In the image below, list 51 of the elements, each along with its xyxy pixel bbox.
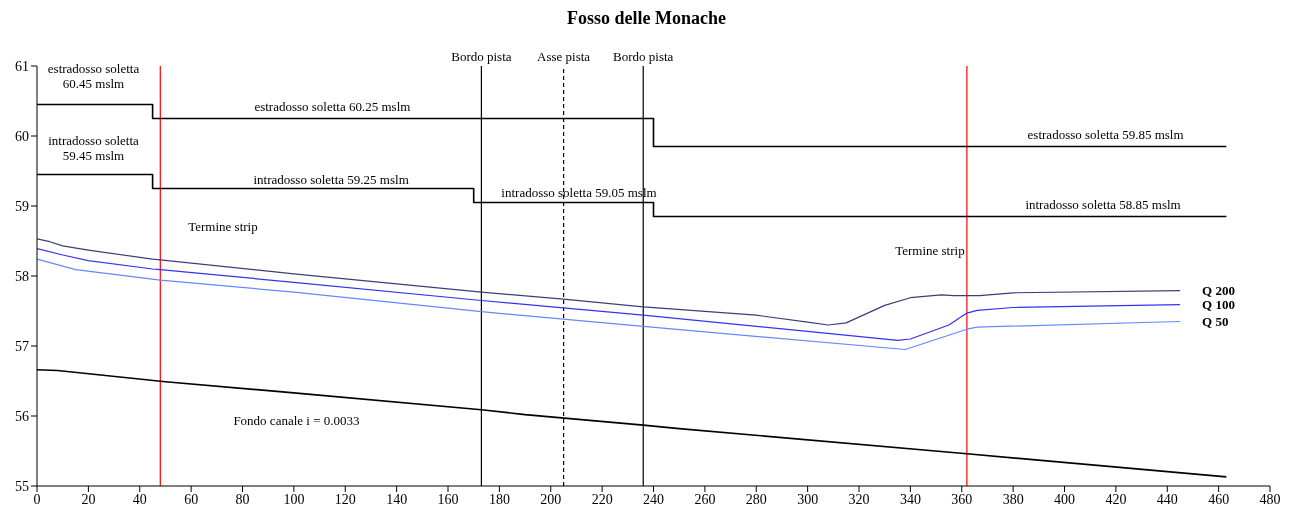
annotation: estradosso soletta 60.25 mslm [254,98,411,114]
x-tick-label: 280 [745,491,767,507]
ref-line-label: Asse pista [537,49,591,64]
x-tick-label: 20 [81,491,96,507]
annotation: intradosso soletta 59.45 mslm [48,132,140,163]
x-tick-label: 40 [132,491,147,507]
x-tick-label: 380 [1002,491,1024,507]
x-tick-label: 440 [1156,491,1178,507]
x-tick-label: 340 [899,491,921,507]
line-series [37,258,1181,351]
y-tick-label: 55 [15,478,29,494]
x-tick-label: 240 [643,491,664,507]
ref-line-label: Bordo pista [613,49,674,64]
series-label: Q 200 [1202,283,1235,299]
y-tick-label: 56 [15,408,29,424]
y-tick-label: 59 [15,198,29,214]
x-tick-label: 420 [1105,491,1127,507]
annotation: Termine strip [895,242,965,258]
x-tick-label: 120 [334,491,356,507]
y-tick-label: 57 [15,338,29,354]
x-tick-label: 220 [591,491,613,507]
x-tick-label: 260 [694,491,716,507]
x-tick-label: 300 [797,491,819,507]
x-tick-label: 360 [951,491,973,507]
annotation: Fondo canale i = 0.0033 [233,412,360,428]
y-tick-label: 61 [15,58,29,74]
x-tick-label: 60 [184,491,199,507]
x-tick-label: 200 [540,491,562,507]
x-tick-label: 100 [283,491,305,507]
annotation: Termine strip [188,218,258,234]
y-tick-label: 60 [15,128,29,144]
ref-line-label: Bordo pista [451,49,512,64]
x-tick-label: 480 [1259,491,1281,507]
series-label: Q 100 [1202,297,1235,313]
x-tick-label: 140 [386,491,408,507]
series-label: Q 50 [1202,314,1229,329]
line-series [37,238,1181,326]
x-tick-label: 80 [235,491,250,507]
chart-title: Fosso delle Monache [566,8,727,29]
x-tick-label: 180 [488,491,510,507]
annotation: estradosso soletta 60.45 mslm [47,60,140,91]
line-series [37,248,1181,341]
y-tick-label: 58 [15,268,29,284]
x-tick-label: 400 [1054,491,1075,507]
x-tick-label: 320 [848,491,870,507]
annotation: intradosso soletta 59.25 mslm [253,171,409,187]
x-tick-label: 460 [1208,491,1230,507]
x-tick-label: 0 [33,491,41,507]
annotation: intradosso soletta 58.85 mslm [1025,196,1181,212]
x-tick-label: 160 [437,491,459,507]
annotation: estradosso soletta 59.85 mslm [1027,126,1184,142]
